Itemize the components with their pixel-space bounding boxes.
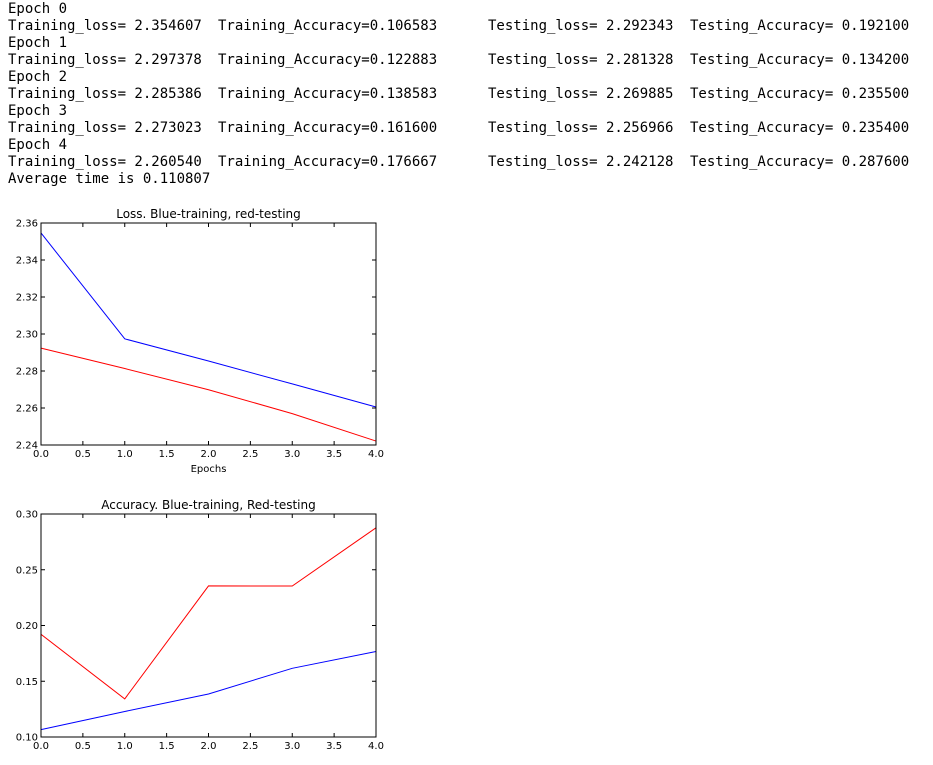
loss-chart-x-tick-label: 2.5 xyxy=(242,449,258,460)
loss-chart-x-axis-label: Epochs xyxy=(191,464,227,475)
test-loss-text: Testing_loss= 2.292343 xyxy=(488,18,674,34)
accuracy-chart-x-tick-label: 0.0 xyxy=(33,741,49,752)
train-acc-text: Training_Accuracy=0.161600 xyxy=(218,120,438,136)
accuracy-chart-y-tick-label: 0.10 xyxy=(16,733,38,744)
accuracy-chart-y-tick-label: 0.20 xyxy=(16,621,38,632)
loss-chart-title: Loss. Blue-training, red-testing xyxy=(116,207,301,221)
loss-chart-y-tick-label: 2.30 xyxy=(16,330,38,341)
accuracy-chart-y-tick-label: 0.25 xyxy=(16,565,38,576)
loss-chart-svg: Loss. Blue-training, red-testing 0.0 0.5 1.… xyxy=(16,207,384,475)
loss-chart-x-tick-label: 3.0 xyxy=(284,449,300,460)
metrics-line: Training_loss= 2.260540 Training_Accuracy… xyxy=(8,154,909,171)
metrics-line: Training_loss= 2.273023 Training_Accuracy… xyxy=(8,120,909,137)
train-loss-text: Training_loss= 2.285386 xyxy=(8,86,202,102)
loss-chart-x-tick-label: 1.5 xyxy=(159,449,175,460)
train-acc-text: Training_Accuracy=0.106583 xyxy=(218,18,438,34)
train-loss-text: Training_loss= 2.354607 xyxy=(8,18,202,34)
accuracy-chart-y-tick-label: 0.15 xyxy=(16,677,38,688)
loss-chart-y-tick-label: 2.26 xyxy=(16,404,38,415)
loss-chart-plot-frame xyxy=(40,222,377,446)
loss-chart-x-tick-label: 2.0 xyxy=(201,449,217,460)
train-loss-text: Training_loss= 2.297378 xyxy=(8,52,202,68)
epoch-line: Epoch 0 xyxy=(8,1,68,17)
accuracy-chart-x-tick-label: 2.5 xyxy=(242,741,258,752)
test-acc-text: Testing_Accuracy= 0.134200 xyxy=(690,52,910,68)
accuracy-chart-x-tick-label: 4.0 xyxy=(368,741,384,752)
loss-chart-y-tick-label: 2.32 xyxy=(16,293,38,304)
metrics-line: Training_loss= 2.354607 Training_Accuracy… xyxy=(8,18,909,35)
test-acc-text: Testing_Accuracy= 0.235500 xyxy=(690,86,910,102)
test-acc-text: Testing_Accuracy= 0.287600 xyxy=(690,154,910,170)
accuracy-chart-title: Accuracy. Blue-training, Red-testing xyxy=(101,498,315,512)
loss-chart: Loss. Blue-training, red-testing 0.0 0.5 1.… xyxy=(0,200,420,490)
test-loss-text: Testing_loss= 2.242128 xyxy=(488,154,674,170)
loss-chart-series-training-line xyxy=(40,232,377,408)
accuracy-chart-series-training-line xyxy=(40,651,377,731)
test-acc-text: Testing_Accuracy= 0.235400 xyxy=(690,120,910,136)
accuracy-chart-x-tick-label: 3.5 xyxy=(326,741,342,752)
loss-chart-y-tick-label: 2.36 xyxy=(16,219,38,230)
loss-chart-y-tick-label: 2.28 xyxy=(16,367,38,378)
average-time-line: Average time is 0.110807 xyxy=(8,171,211,187)
loss-chart-x-tick-label: 4.0 xyxy=(368,449,384,460)
train-acc-text: Training_Accuracy=0.176667 xyxy=(218,154,438,170)
test-acc-text: Testing_Accuracy= 0.192100 xyxy=(690,18,910,34)
accuracy-chart-series-testing-line xyxy=(40,527,377,700)
train-acc-text: Training_Accuracy=0.122883 xyxy=(218,52,438,68)
test-loss-text: Testing_loss= 2.269885 xyxy=(488,86,674,102)
accuracy-chart-x-tick-label: 2.0 xyxy=(201,741,217,752)
train-acc-text: Training_Accuracy=0.138583 xyxy=(218,86,438,102)
accuracy-chart-x-tick-label: 1.5 xyxy=(159,741,175,752)
test-loss-text: Testing_loss= 2.256966 xyxy=(488,120,674,136)
train-loss-text: Training_loss= 2.273023 xyxy=(8,120,202,136)
accuracy-chart-x-tick-label: 3.0 xyxy=(284,741,300,752)
loss-chart-x-tick-label: 3.5 xyxy=(326,449,342,460)
epoch-line: Epoch 2 xyxy=(8,69,68,85)
loss-chart-x-tick-label: 0.0 xyxy=(33,449,49,460)
accuracy-chart-plot-frame xyxy=(40,513,377,738)
accuracy-chart-y-tick-label: 0.30 xyxy=(16,510,38,521)
accuracy-chart: Accuracy. Blue-training, Red-testing 0.0 0… xyxy=(0,492,420,765)
metrics-line: Training_loss= 2.285386 Training_Accuracy… xyxy=(8,86,909,103)
accuracy-chart-x-tick-label: 0.5 xyxy=(75,741,91,752)
loss-chart-x-tick-label: 0.5 xyxy=(75,449,91,460)
epoch-line: Epoch 1 xyxy=(8,35,68,51)
loss-chart-y-tick-label: 2.24 xyxy=(16,441,38,452)
epoch-line: Epoch 4 xyxy=(8,137,68,153)
accuracy-chart-x-tick-label: 1.0 xyxy=(117,741,133,752)
train-loss-text: Training_loss= 2.260540 xyxy=(8,154,202,170)
loss-chart-series-testing-line xyxy=(40,347,377,442)
metrics-line: Training_loss= 2.297378 Training_Accuracy… xyxy=(8,52,909,69)
loss-chart-x-tick-label: 1.0 xyxy=(117,449,133,460)
loss-chart-y-tick-label: 2.34 xyxy=(16,256,38,267)
epoch-line: Epoch 3 xyxy=(8,103,68,119)
test-loss-text: Testing_loss= 2.281328 xyxy=(488,52,674,68)
training-log: Epoch 0 Training_loss= 2.354607 Training_A… xyxy=(8,1,909,188)
